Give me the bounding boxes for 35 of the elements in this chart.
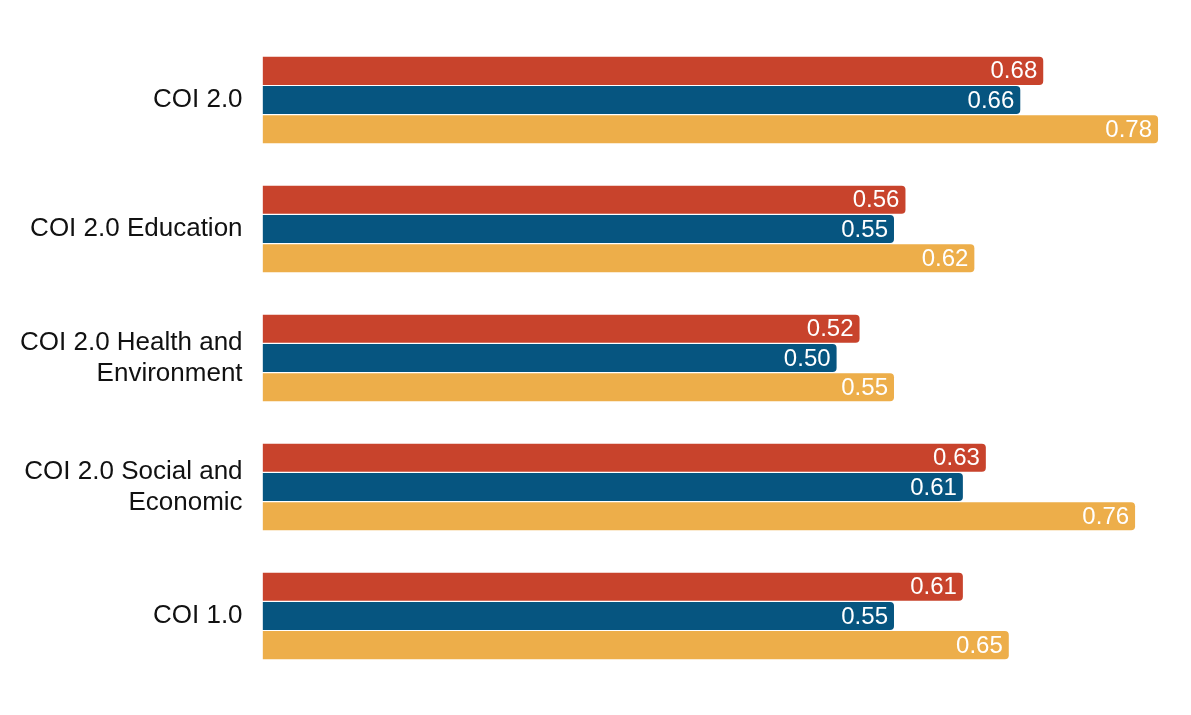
bar [262,572,963,601]
data-label: 0.55 [841,372,888,400]
y-tick-label: COI 1.0 [152,599,243,630]
data-label: 0.62 [921,243,969,271]
data-label: 0.50 [783,343,831,371]
bar [262,56,1044,85]
data-label: 0.61 [910,572,957,600]
data-label: 0.61 [910,472,957,500]
bar [262,373,894,402]
bar [262,502,1136,531]
data-label: 0.66 [967,85,1015,113]
bar [262,472,963,501]
y-tick-label: COI 2.0 Social and Economic [24,454,243,516]
data-label: 0.55 [841,601,888,629]
bar [262,601,894,630]
y-tick-label: COI 2.0 Health and Environment [20,325,244,387]
bar [262,185,906,214]
y-tick-label: COI 2.0 Education [30,212,243,243]
bar [262,343,837,373]
bar [262,86,1021,115]
data-label: 0.68 [990,56,1038,84]
y-tick-label: COI 2.0 [152,83,243,114]
data-label: 0.52 [806,314,854,342]
bar [262,443,986,472]
bar [262,215,894,244]
data-label: 0.78 [1105,114,1153,142]
bar [262,115,1159,144]
data-label: 0.76 [1082,501,1130,529]
data-label: 0.55 [841,214,888,242]
data-label: 0.65 [956,630,1003,658]
data-label: 0.56 [852,185,900,213]
bar [262,244,975,273]
bar [262,631,1009,660]
bar [262,314,860,343]
data-label: 0.63 [933,443,980,471]
